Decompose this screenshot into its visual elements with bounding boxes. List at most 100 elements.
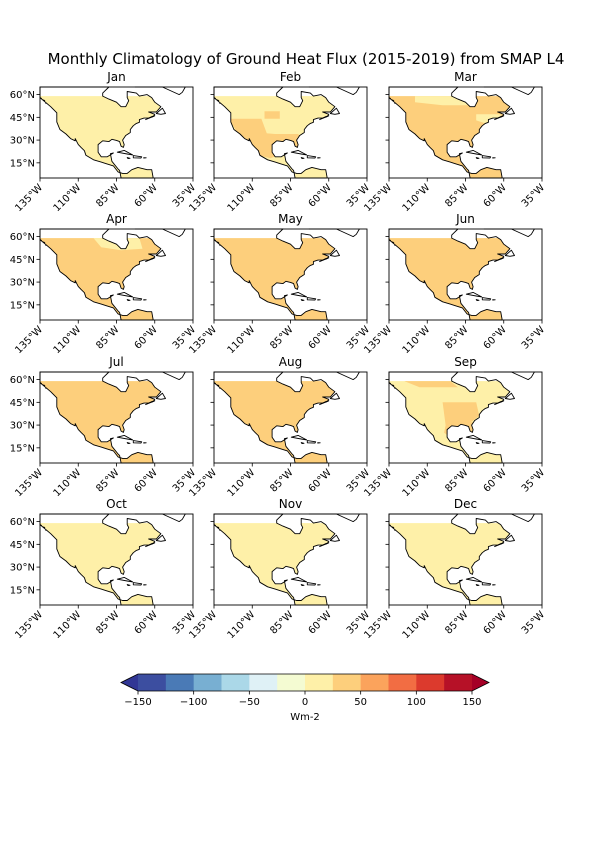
island-coastline bbox=[290, 576, 308, 583]
island-coastline bbox=[300, 299, 305, 302]
panhandle-coast bbox=[39, 239, 47, 246]
colorbar-bin bbox=[221, 674, 250, 691]
island-coastline bbox=[465, 149, 483, 156]
x-tick-label: 110°W bbox=[226, 467, 258, 499]
x-tick-label: 85°W bbox=[94, 609, 121, 636]
flux-field bbox=[214, 523, 335, 605]
colorbar-bin bbox=[388, 674, 417, 691]
coastline bbox=[388, 228, 511, 321]
island-coastline bbox=[306, 440, 317, 444]
figure-title: Monthly Climatology of Ground Heat Flux … bbox=[48, 50, 565, 68]
colorbar-tick-label: 50 bbox=[354, 697, 367, 708]
island-coastline bbox=[306, 582, 317, 586]
coastline bbox=[213, 228, 336, 321]
colorbar: −150 −100 −50 0 50 100 150 Wm-2 bbox=[120, 673, 490, 723]
newfoundland-coastline bbox=[504, 534, 515, 542]
nova-scotia-coastline bbox=[494, 257, 505, 263]
x-tick-label: 85°W bbox=[268, 609, 295, 636]
y-tick-label: 30°N bbox=[10, 563, 35, 574]
x-tick-label: 60°W bbox=[482, 467, 509, 494]
colorbar-bin bbox=[416, 674, 445, 691]
greenland-coastline bbox=[134, 513, 186, 523]
island-coastline bbox=[132, 297, 143, 301]
coastline bbox=[213, 371, 336, 464]
panhandle-coast bbox=[39, 97, 47, 104]
panel-title: Apr bbox=[106, 212, 127, 226]
flux-dominant-fill bbox=[389, 96, 510, 178]
y-tick-label: 15°N bbox=[10, 585, 35, 596]
flux-region-central-east bbox=[442, 402, 480, 426]
flux-field bbox=[389, 238, 510, 320]
x-tick-label: 60°W bbox=[133, 182, 160, 209]
newfoundland-coastline bbox=[329, 392, 340, 400]
island-coastline bbox=[306, 297, 317, 301]
greenland-coastline bbox=[483, 513, 535, 523]
island-coastline bbox=[300, 584, 305, 587]
island-coastline bbox=[475, 584, 480, 587]
panhandle-coast bbox=[388, 97, 396, 104]
island-coastline bbox=[475, 299, 480, 302]
island-coastline bbox=[481, 440, 492, 444]
island-coastline bbox=[116, 576, 134, 583]
flux-dominant-fill bbox=[40, 381, 161, 463]
y-tick-label: 60°N bbox=[10, 517, 35, 528]
coastline bbox=[213, 513, 336, 606]
x-tick-label: 60°W bbox=[133, 324, 160, 351]
colorbar-tick-label: 150 bbox=[462, 697, 481, 708]
flux-field bbox=[40, 238, 161, 320]
panel-title: May bbox=[278, 212, 303, 226]
island-coastline bbox=[132, 582, 143, 586]
coastline bbox=[388, 371, 511, 464]
x-tick-label: 60°W bbox=[482, 609, 509, 636]
panel-title: Jul bbox=[108, 355, 123, 369]
colorbar-tick-label: 0 bbox=[302, 697, 308, 708]
x-tick-label: 85°W bbox=[94, 467, 121, 494]
newfoundland-coastline bbox=[155, 392, 166, 400]
x-tick-label: 135°W bbox=[13, 609, 45, 641]
island-coastline bbox=[116, 434, 134, 441]
panel-title: Aug bbox=[279, 355, 302, 369]
greenland-coastline bbox=[134, 371, 186, 381]
panel-title: Jun bbox=[455, 212, 475, 226]
island-coastline bbox=[132, 440, 143, 444]
colorbar-bin bbox=[305, 674, 334, 691]
colorbar-bin bbox=[360, 674, 389, 691]
colorbar-tick-label: 100 bbox=[407, 697, 426, 708]
coastline bbox=[39, 513, 162, 606]
panhandle-coast bbox=[39, 382, 47, 389]
nova-scotia-coastline bbox=[319, 257, 330, 263]
x-tick-label: 60°W bbox=[133, 467, 160, 494]
colorbar-tick-label: −150 bbox=[124, 697, 151, 708]
island-coastline bbox=[481, 582, 492, 586]
panhandle-coast bbox=[388, 382, 396, 389]
colorbar-bin bbox=[444, 674, 473, 691]
panel-title: Nov bbox=[279, 497, 302, 511]
colorbar-bin bbox=[193, 674, 222, 691]
greenland-coastline bbox=[134, 228, 186, 238]
island-coastline bbox=[481, 297, 492, 301]
greenland-coastline bbox=[483, 371, 535, 381]
greenland-coastline bbox=[308, 86, 360, 96]
island-coastline bbox=[126, 157, 131, 160]
x-tick-label: 135°W bbox=[13, 324, 45, 356]
flux-field bbox=[389, 523, 510, 605]
newfoundland-coastline bbox=[155, 107, 166, 115]
island-coastline bbox=[300, 157, 305, 160]
x-tick-label: 35°W bbox=[520, 609, 547, 636]
island-coastline bbox=[465, 291, 483, 298]
x-tick-label: 85°W bbox=[268, 324, 295, 351]
newfoundland-coastline bbox=[504, 249, 515, 257]
panel-title: Oct bbox=[106, 497, 127, 511]
nova-scotia-coastline bbox=[145, 542, 156, 548]
x-tick-label: 110°W bbox=[52, 609, 84, 641]
x-tick-label: 85°W bbox=[268, 182, 295, 209]
colorbar-label: Wm-2 bbox=[290, 712, 320, 723]
greenland-coastline bbox=[308, 371, 360, 381]
x-tick-label: 60°W bbox=[307, 467, 334, 494]
